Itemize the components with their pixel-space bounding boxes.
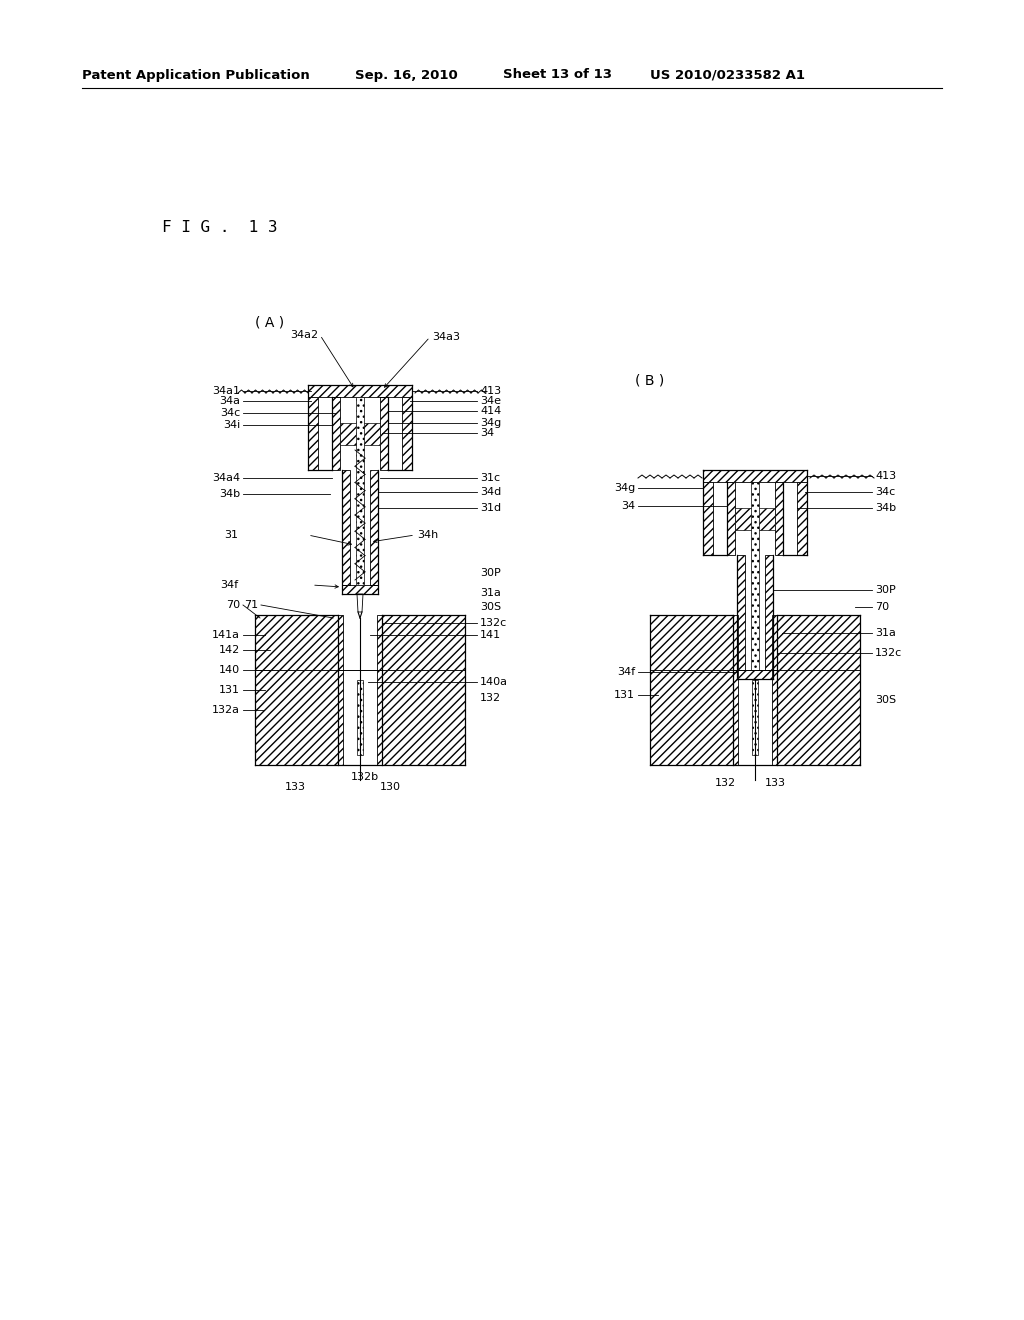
Text: 130: 130 [380,781,400,792]
Text: 34b: 34b [219,488,240,499]
Text: 34c: 34c [220,408,240,418]
Text: 140: 140 [219,665,240,675]
Text: 131: 131 [219,685,240,696]
Bar [357,680,362,755]
Bar [255,671,338,766]
Text: 34g: 34g [480,418,502,428]
Text: 132a: 132a [212,705,240,715]
Text: 34b: 34b [874,503,896,513]
Bar [775,482,783,554]
Text: 31a: 31a [874,628,896,638]
Text: ( B ): ( B ) [635,374,665,387]
Bar [338,615,343,671]
Text: 34: 34 [621,502,635,511]
Text: 31d: 31d [480,503,501,513]
Text: ( A ): ( A ) [255,315,284,329]
Text: 30S: 30S [480,602,501,612]
Text: 34a4: 34a4 [212,473,240,483]
Bar [703,470,807,482]
Text: 131: 131 [614,690,635,700]
Bar [772,615,777,671]
Text: 30S: 30S [874,696,896,705]
Polygon shape [357,594,362,612]
Text: 141a: 141a [212,630,240,640]
Bar [777,615,860,671]
Text: 132b: 132b [351,772,379,781]
Text: 34d: 34d [480,487,502,498]
Text: 140a: 140a [480,677,508,686]
Bar [377,671,382,766]
Text: F I G .  1 3: F I G . 1 3 [162,220,278,235]
Bar [382,615,465,671]
Bar [255,615,338,671]
Text: 31a: 31a [480,587,501,598]
Text: 132c: 132c [480,618,507,628]
Text: 34h: 34h [417,531,438,540]
Text: 34a: 34a [219,396,240,407]
Text: 31c: 31c [480,473,500,483]
Text: 71: 71 [244,601,258,610]
Text: 142: 142 [219,645,240,655]
Text: 30P: 30P [480,568,501,578]
Text: 34g: 34g [613,483,635,492]
Bar [402,397,412,470]
Text: 31: 31 [224,531,238,540]
Bar [797,482,807,554]
Bar [727,482,735,554]
Text: Sheet 13 of 13: Sheet 13 of 13 [503,69,612,82]
Bar [380,397,388,470]
Bar [370,470,378,585]
Bar [777,671,860,766]
Text: 34a2: 34a2 [290,330,318,341]
Text: 70: 70 [226,601,240,610]
Text: 141: 141 [480,630,501,640]
Text: Sep. 16, 2010: Sep. 16, 2010 [355,69,458,82]
Text: 34i: 34i [223,420,240,430]
Bar [342,470,350,585]
Text: 133: 133 [765,777,785,788]
Bar [733,671,738,766]
Bar [338,671,343,766]
Text: 34e: 34e [480,396,501,407]
Bar [382,671,465,766]
Text: 34a3: 34a3 [432,333,460,342]
Text: 414: 414 [480,407,502,416]
Bar [332,397,340,470]
Text: 34a1: 34a1 [212,385,240,396]
Text: 132: 132 [480,693,501,704]
Bar [377,615,382,671]
Text: 413: 413 [874,471,896,480]
Bar [356,397,364,585]
Bar [340,422,380,445]
Text: 132: 132 [715,777,735,788]
Bar [737,554,745,671]
Text: 70: 70 [874,602,889,612]
Bar [733,615,738,671]
Text: 34f: 34f [220,579,238,590]
Bar [703,482,713,554]
Text: 34f: 34f [616,667,635,677]
Bar [737,671,773,678]
Bar [650,671,733,766]
Bar [650,615,733,671]
Bar [342,585,378,594]
Bar [308,397,318,470]
Text: 133: 133 [285,781,305,792]
Bar [735,508,775,531]
Bar [765,554,773,671]
Text: 132c: 132c [874,648,902,657]
Bar [752,680,758,755]
Text: 413: 413 [480,385,501,396]
Text: 34c: 34c [874,487,895,498]
Text: US 2010/0233582 A1: US 2010/0233582 A1 [650,69,805,82]
Bar [751,482,759,671]
Bar [308,385,412,397]
Bar [772,671,777,766]
Text: 30P: 30P [874,585,896,595]
Text: Patent Application Publication: Patent Application Publication [82,69,309,82]
Text: 34: 34 [480,428,495,438]
